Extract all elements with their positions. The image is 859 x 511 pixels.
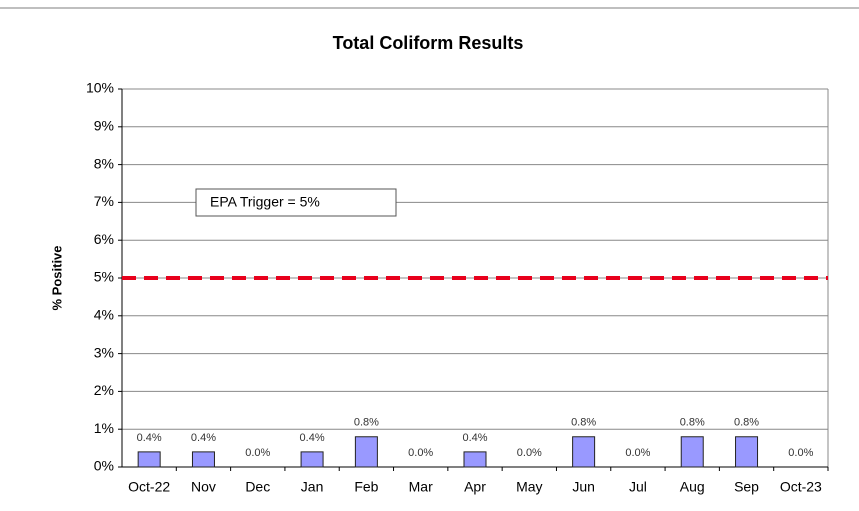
x-tick-label: Jul bbox=[629, 479, 647, 495]
value-label: 0.4% bbox=[300, 432, 325, 444]
y-tick-label: 2% bbox=[94, 382, 114, 398]
annotation-box bbox=[195, 188, 397, 217]
x-tick-label: Dec bbox=[245, 479, 270, 495]
bar bbox=[463, 451, 487, 468]
y-tick-label: 8% bbox=[94, 155, 114, 171]
x-tick-label: Sep bbox=[734, 479, 759, 495]
bar bbox=[680, 436, 704, 468]
bar bbox=[191, 451, 215, 468]
bar bbox=[354, 436, 378, 468]
value-label: 0.4% bbox=[137, 432, 162, 444]
bar bbox=[137, 451, 161, 468]
y-tick-label: 4% bbox=[94, 307, 114, 323]
y-tick-label: 10% bbox=[86, 80, 114, 96]
x-tick-label: Apr bbox=[464, 479, 486, 495]
value-label: 0.8% bbox=[354, 417, 379, 429]
y-axis-label: % Positive bbox=[49, 245, 64, 310]
y-tick-label: 6% bbox=[94, 231, 114, 247]
x-tick-label: Nov bbox=[191, 479, 216, 495]
bar bbox=[300, 451, 324, 468]
y-tick-label: 5% bbox=[94, 269, 114, 285]
bar bbox=[735, 436, 759, 468]
value-label: 0.8% bbox=[571, 417, 596, 429]
y-tick-label: 3% bbox=[94, 344, 114, 360]
x-tick-label: Oct-22 bbox=[128, 479, 170, 495]
annotation: EPA Trigger = 5% bbox=[210, 194, 320, 210]
bar bbox=[572, 436, 596, 468]
value-label: 0.0% bbox=[245, 447, 270, 459]
y-tick-label: 0% bbox=[94, 458, 114, 474]
y-tick-label: 9% bbox=[94, 118, 114, 134]
x-tick-label: May bbox=[516, 479, 542, 495]
value-label: 0.0% bbox=[625, 447, 650, 459]
x-tick-label: Jan bbox=[301, 479, 324, 495]
x-tick-label: Feb bbox=[354, 479, 378, 495]
x-tick-label: Oct-23 bbox=[780, 479, 822, 495]
value-label: 0.4% bbox=[462, 432, 487, 444]
chart-title: Total Coliform Results bbox=[333, 33, 524, 53]
x-tick-label: Mar bbox=[409, 479, 433, 495]
value-label: 0.8% bbox=[734, 417, 759, 429]
y-tick-label: 7% bbox=[94, 193, 114, 209]
x-tick-label: Jun bbox=[572, 479, 595, 495]
value-label: 0.0% bbox=[408, 447, 433, 459]
value-label: 0.0% bbox=[788, 447, 813, 459]
value-label: 0.8% bbox=[680, 417, 705, 429]
x-tick-label: Aug bbox=[680, 479, 705, 495]
value-label: 0.4% bbox=[191, 432, 216, 444]
y-tick-label: 1% bbox=[94, 420, 114, 436]
value-label: 0.0% bbox=[517, 447, 542, 459]
